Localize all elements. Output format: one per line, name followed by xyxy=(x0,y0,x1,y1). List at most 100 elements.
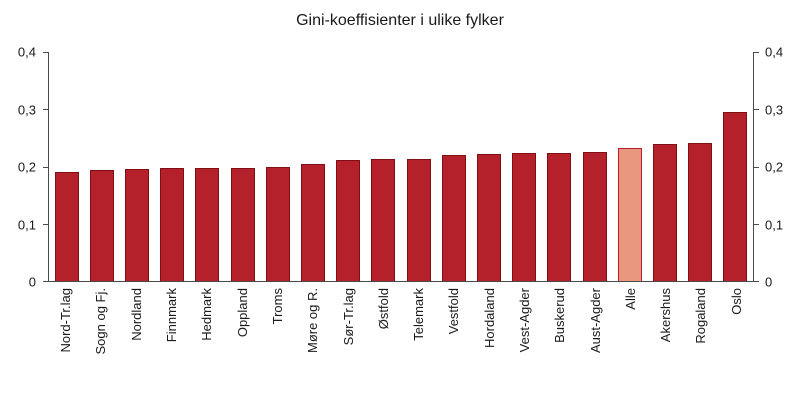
x-axis-label: Finnmark xyxy=(164,288,180,343)
bar-slot xyxy=(542,52,577,281)
y-tick-label: 0,2 xyxy=(765,159,784,175)
bar-Østfold xyxy=(371,159,396,281)
y-tick-label: 0,3 xyxy=(765,102,784,117)
x-label-slot: Aust-Agder xyxy=(577,288,612,398)
bar-slot xyxy=(366,52,401,281)
bar-slot xyxy=(49,52,84,281)
y-tick-mark xyxy=(754,52,759,53)
bar-Alle xyxy=(617,148,642,281)
bar-Hedmark xyxy=(195,167,220,281)
x-axis-label: Telemark xyxy=(411,288,427,341)
y-tick-label: 0,1 xyxy=(17,217,36,232)
x-label-slot: Akershus xyxy=(648,288,683,398)
bar-Nordland xyxy=(125,169,149,281)
bar-slot xyxy=(295,52,330,281)
bar-Finnmark xyxy=(160,168,185,281)
y-tick-label: 0,1 xyxy=(765,217,784,232)
bar-Oppland xyxy=(230,167,255,281)
x-label-slot: Finnmark xyxy=(154,288,189,398)
y-tick-label: 0,4 xyxy=(17,44,36,60)
bar-slot xyxy=(190,52,225,281)
y-tick-mark xyxy=(43,281,48,282)
x-axis-label: Buskerud xyxy=(552,288,568,343)
x-label-slot: Oslo xyxy=(719,288,754,398)
y-tick-label: 0,2 xyxy=(17,159,36,175)
x-axis-label: Sogn og Fj. xyxy=(93,288,109,355)
x-axis-label: Oppland xyxy=(234,288,250,338)
x-axis-label: Rogaland xyxy=(693,288,709,344)
chart-title: Gini-koeffisienter i ulike fylker xyxy=(296,12,504,29)
x-label-slot: Troms xyxy=(260,288,295,398)
x-axis-label: Nord-Tr.lag xyxy=(58,288,74,353)
bar-Hordaland xyxy=(477,154,501,281)
y-tick-mark xyxy=(754,223,759,225)
bar-Aust-Agder xyxy=(582,151,607,281)
x-axis-label: Troms xyxy=(269,288,285,325)
x-axis-label: Aust-Agder xyxy=(587,288,603,354)
bar-Akershus xyxy=(653,143,678,281)
y-tick-mark xyxy=(43,223,48,225)
x-axis-label: Akershus xyxy=(658,288,674,343)
x-label-slot: Telemark xyxy=(401,288,436,398)
bar-Telemark xyxy=(406,158,431,281)
bar-slot xyxy=(612,52,647,281)
bar-slot xyxy=(331,52,366,281)
y-tick-label: 0 xyxy=(765,274,773,290)
x-axis-label: Nordland xyxy=(128,288,144,341)
bar-Møre og R. xyxy=(301,163,325,281)
bars xyxy=(49,52,753,281)
bar-Buskerud xyxy=(547,152,572,281)
x-label-slot: Sogn og Fj. xyxy=(83,288,118,398)
x-label-slot: Buskerud xyxy=(542,288,577,398)
x-axis-label: Hordaland xyxy=(481,288,497,348)
bar-Vestfold xyxy=(441,155,466,281)
x-label-slot: Oppland xyxy=(224,288,259,398)
bar-slot xyxy=(577,52,612,281)
bar-slot xyxy=(401,52,436,281)
y-axis-left: 0 0,1 0,2 0,3 0,4 xyxy=(0,46,42,289)
y-tick-mark xyxy=(754,281,759,282)
x-axis-label: Oslo xyxy=(728,288,744,315)
bar-slot xyxy=(260,52,295,281)
y-tick-label: 0,3 xyxy=(17,102,36,117)
bar-Nord-Tr.lag xyxy=(54,172,79,281)
x-label-slot: Vest-Agder xyxy=(507,288,542,398)
x-label-slot: Nord-Tr.lag xyxy=(48,288,83,398)
bar-slot xyxy=(155,52,190,281)
x-axis-label: Vestfold xyxy=(446,288,462,335)
bar-Vest-Agder xyxy=(512,152,537,281)
bar-Sogn og Fj. xyxy=(89,169,114,281)
x-axis-label: Hedmark xyxy=(199,288,215,341)
plot-area xyxy=(43,52,759,282)
bar-Sør-Tr.lag xyxy=(336,159,361,281)
bar-slot xyxy=(119,52,154,281)
bar-Rogaland xyxy=(688,143,713,281)
x-label-slot: Rogaland xyxy=(683,288,718,398)
x-label-slot: Hordaland xyxy=(472,288,507,398)
x-label-slot: Østfold xyxy=(366,288,401,398)
x-axis-label: Møre og R. xyxy=(305,288,321,354)
y-tick-mark xyxy=(754,109,759,111)
bar-slot xyxy=(647,52,682,281)
bar-slot xyxy=(507,52,542,281)
y-axis-right: 0 0,1 0,2 0,3 0,4 xyxy=(760,46,800,289)
y-tick-mark xyxy=(754,166,759,168)
bar-slot xyxy=(683,52,718,281)
bar-slot xyxy=(225,52,260,281)
x-label-slot: Vestfold xyxy=(436,288,471,398)
y-tick-mark xyxy=(43,166,48,168)
x-label-slot: Hedmark xyxy=(189,288,224,398)
bar-Troms xyxy=(265,166,290,281)
y-tick-mark xyxy=(43,109,48,111)
y-tick-mark xyxy=(43,52,48,53)
x-axis-label: Sør-Tr.lag xyxy=(340,288,356,346)
bar-slot xyxy=(436,52,471,281)
y-tick-label: 0,4 xyxy=(765,44,784,60)
x-axis-label: Alle xyxy=(622,288,638,310)
x-label-slot: Sør-Tr.lag xyxy=(330,288,365,398)
x-label-slot: Alle xyxy=(613,288,648,398)
x-label-slot: Nordland xyxy=(119,288,154,398)
bar-slot xyxy=(471,52,506,281)
x-axis-label: Vest-Agder xyxy=(517,288,532,353)
